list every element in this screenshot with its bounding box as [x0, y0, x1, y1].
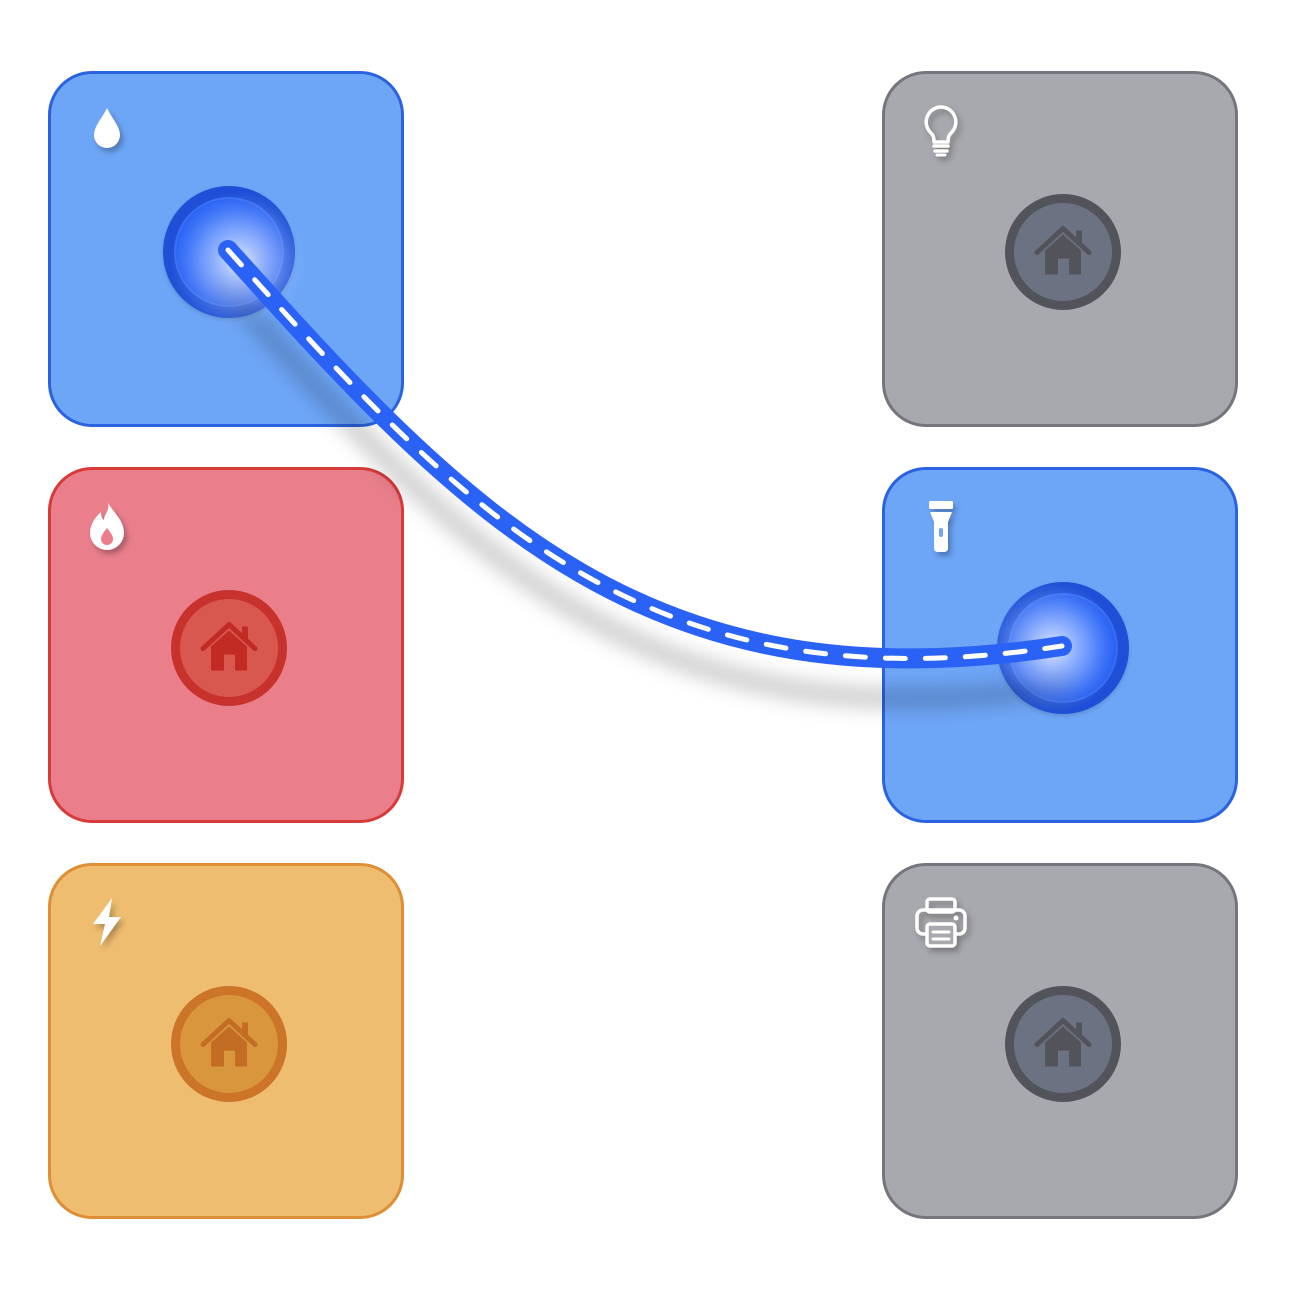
tile-light[interactable]: [882, 71, 1238, 427]
flashlight-connector-knob[interactable]: [997, 582, 1129, 714]
printer-socket[interactable]: [1005, 986, 1121, 1102]
tile-water[interactable]: [48, 71, 404, 427]
flashlight-icon: [913, 498, 969, 554]
lightbulb-icon: [913, 102, 969, 158]
fire-socket[interactable]: [171, 590, 287, 706]
bolt-icon: [79, 894, 135, 950]
house-icon: [200, 622, 258, 671]
tile-power[interactable]: [48, 863, 404, 1219]
house-icon: [200, 1018, 258, 1067]
tile-printer[interactable]: [882, 863, 1238, 1219]
flame-icon: [79, 498, 135, 554]
house-icon: [1034, 1018, 1092, 1067]
tile-fire[interactable]: [48, 467, 404, 823]
house-icon: [1034, 226, 1092, 275]
tile-flashlight[interactable]: [882, 467, 1238, 823]
power-socket[interactable]: [171, 986, 287, 1102]
water-connector-knob[interactable]: [163, 186, 295, 318]
drop-icon: [79, 102, 135, 158]
printer-icon: [913, 894, 969, 950]
light-socket[interactable]: [1005, 194, 1121, 310]
